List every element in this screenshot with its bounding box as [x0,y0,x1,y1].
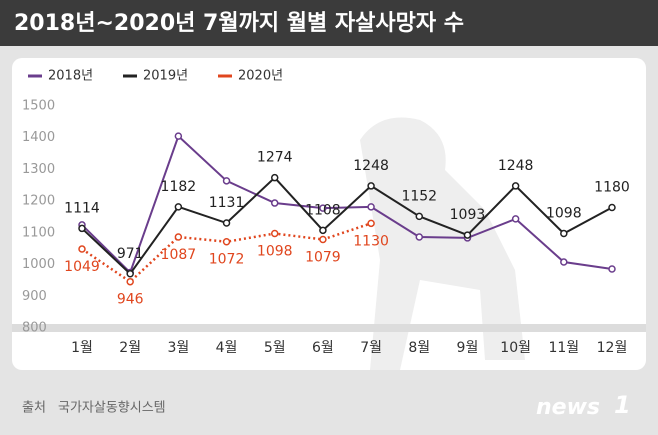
x-tick-label: 5월 [264,340,286,356]
source: 국가자살동향시스템 [58,401,166,416]
point [222,219,231,227]
data-label: 1180 [594,179,630,195]
legend-label: 2020년 [238,69,283,84]
y-tick-label: 1300 [22,162,55,177]
point [270,173,279,182]
point [270,229,279,238]
point [78,224,86,233]
point [270,199,279,207]
point [608,265,616,273]
chart-title: 2018년~2020년 7월까지 월별 자살사망자 수 [14,11,464,36]
data-label: 1098 [546,205,582,221]
point [560,229,568,238]
legend-label: 2018년 [48,69,93,84]
point [415,212,424,221]
point [511,182,520,190]
point [319,226,327,235]
y-tick-label: 1200 [22,194,55,209]
title-band [0,0,658,46]
data-label: 1079 [305,250,341,266]
y-tick-label: 1000 [22,257,55,272]
silhouette [360,117,525,370]
series-line [81,176,613,276]
data-label: 1130 [353,233,389,249]
logo-mark: 1 [614,391,631,419]
y-tick-label: 1100 [22,225,55,240]
point [222,177,231,185]
point [560,258,568,266]
data-label: 1152 [401,188,437,204]
x-tick-label: 7월 [360,340,382,356]
data-label: 1274 [257,150,293,166]
y-tick-label: 800 [22,321,47,336]
data-label: 1087 [161,247,197,263]
data-label: 1131 [209,195,245,211]
logo: news [536,395,600,420]
x-tick-label: 10월 [500,340,531,356]
x-tick-label: 9월 [457,340,479,356]
data-label: 1248 [353,158,389,174]
y-tick-label: 1400 [22,130,55,145]
point [78,245,86,253]
point [367,219,375,228]
point [463,231,472,239]
point [126,270,134,278]
data-label: 1108 [305,202,341,218]
point [174,203,183,211]
x-tick-label: 6월 [312,340,334,356]
x-tick-label: 3월 [167,340,189,356]
point [367,182,375,190]
point [174,233,183,241]
data-label: 1049 [64,259,100,275]
point [511,215,520,223]
point [415,233,424,241]
y-tick-label: 1500 [22,99,55,114]
legend-label: 2019년 [143,69,188,84]
y-tick-label: 900 [22,289,47,304]
point [608,203,616,212]
x-tick-label: 2월 [119,340,141,356]
point [319,235,327,244]
x-tick-label: 1월 [71,340,93,356]
point [367,203,375,211]
data-label: 1093 [450,207,486,223]
data-label: 946 [117,292,144,308]
x-tick-label: 4월 [216,340,238,356]
point [222,237,231,246]
data-label: 971 [117,246,144,262]
source-label: 출처 [22,401,46,416]
data-label: 1072 [209,252,245,268]
point [126,277,134,286]
x-tick-label: 11월 [548,340,579,356]
data-label: 1114 [64,200,100,216]
point [174,132,183,140]
data-label: 1248 [498,158,534,174]
baseline [12,324,646,332]
data-label: 1098 [257,243,293,259]
x-tick-label: 12월 [597,340,628,356]
point [319,204,327,212]
data-label: 1182 [161,179,197,195]
x-tick-label: 8월 [408,340,430,356]
